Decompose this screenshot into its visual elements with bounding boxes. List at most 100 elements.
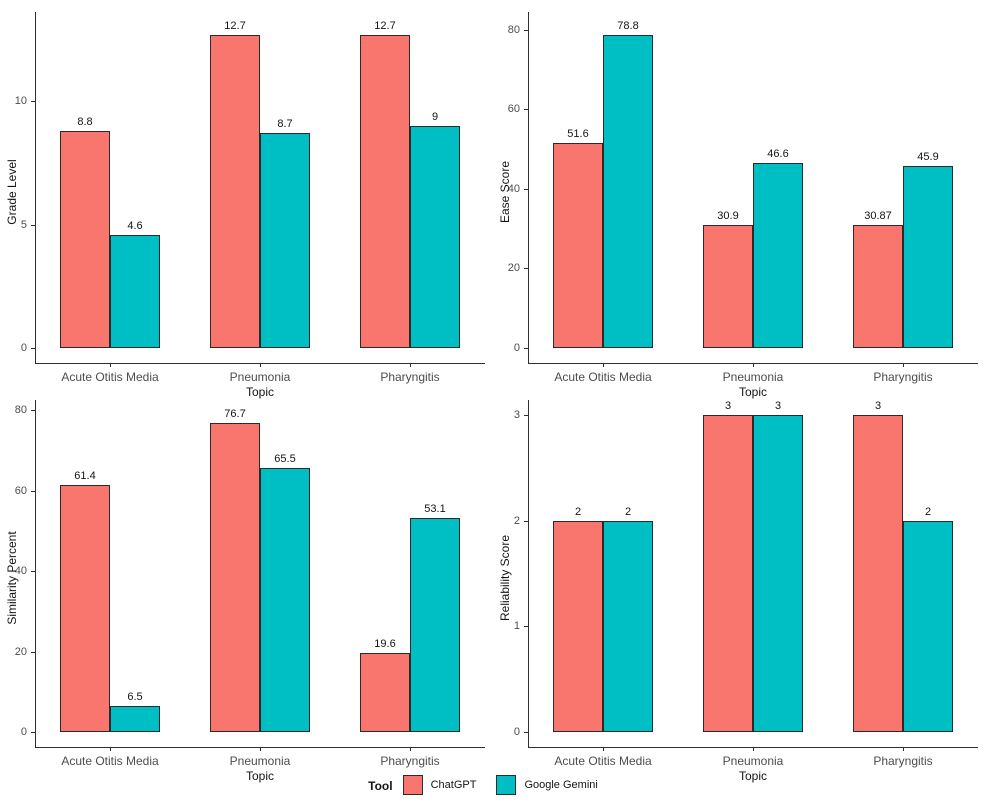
- x-category-label: Pharyngitis: [873, 370, 933, 384]
- bar-google-gemini: [903, 520, 953, 732]
- y-tick-mark: [31, 224, 35, 226]
- panel-grade-level: 0 5 10 Acute Otitis Media 8.8 4.6 Pneumonia 12.…: [0, 0, 493, 399]
- x-category-label: Acute Otitis Media: [554, 754, 652, 768]
- bar-value-label: 2: [924, 505, 932, 518]
- bar-value-label: 30.9: [717, 210, 739, 223]
- legend-item-google-gemini: Google Gemini: [496, 774, 598, 795]
- legend-items: ChatGPT Google Gemini: [402, 774, 618, 798]
- bar-value-label: 8.7: [277, 118, 293, 131]
- y-tick-mark: [31, 490, 35, 492]
- y-tick-mark: [31, 732, 35, 733]
- y-axis-line: [35, 400, 36, 747]
- panel-similarity-percent: 0 20 40 60 80 Acute Otitis Media 61.4 6.5 Pneumo…: [0, 392, 493, 783]
- legend-label: Google Gemini: [524, 778, 598, 791]
- bar-google-gemini: [260, 133, 310, 348]
- bar-google-gemini: [753, 162, 803, 348]
- legend-title: Tool: [368, 779, 393, 793]
- y-tick-label: 3: [513, 409, 520, 422]
- bar-google-gemini: [110, 705, 160, 732]
- bar-chatgpt: [553, 142, 603, 348]
- x-category-label: Pneumonia: [722, 370, 784, 384]
- x-axis-title: Topic: [245, 769, 274, 783]
- y-tick-mark: [524, 29, 528, 31]
- y-tick-label: 2: [513, 514, 520, 527]
- bar-google-gemini: [603, 520, 653, 732]
- x-category-label: Pharyngitis: [380, 370, 440, 384]
- bar-chatgpt: [60, 484, 110, 732]
- x-category-label: Acute Otitis Media: [61, 370, 159, 384]
- bar-chatgpt: [553, 520, 603, 732]
- bar-value-label: 3: [874, 400, 882, 413]
- y-tick-mark: [524, 520, 528, 522]
- bar-value-label: 4.6: [127, 219, 143, 232]
- bar-value-label: 45.9: [917, 150, 939, 163]
- y-tick-mark: [524, 188, 528, 190]
- y-tick-mark: [31, 348, 35, 349]
- bar-chatgpt: [360, 653, 410, 732]
- y-tick-mark: [31, 101, 35, 103]
- y-axis-line: [528, 12, 529, 363]
- bar-chatgpt: [703, 225, 753, 348]
- x-tick-mark: [603, 747, 604, 751]
- x-axis-title: Topic: [738, 385, 767, 399]
- bar-chatgpt: [703, 415, 753, 732]
- bar-value-label: 78.8: [617, 19, 639, 32]
- bar-value-label: 53.1: [424, 503, 446, 516]
- panel-ease-score: 0 20 40 60 80 Acute Otitis Media 51.6 78.8 Pneum…: [493, 0, 986, 399]
- y-tick-label: 60: [507, 103, 520, 116]
- bar-chatgpt: [60, 130, 110, 348]
- bar-google-gemini: [603, 34, 653, 348]
- y-tick-mark: [524, 415, 528, 417]
- x-category-label: Acute Otitis Media: [554, 370, 652, 384]
- bar-google-gemini: [110, 234, 160, 348]
- bar-chatgpt: [360, 34, 410, 348]
- y-tick-label: 20: [14, 645, 27, 658]
- x-category-label: Pneumonia: [229, 754, 291, 768]
- x-tick-mark: [753, 747, 754, 751]
- y-tick-label: 0: [20, 342, 27, 354]
- x-category-label: Pharyngitis: [380, 754, 440, 768]
- bar-value-label: 3: [774, 400, 782, 413]
- x-tick-mark: [260, 747, 261, 751]
- x-category-label: Pneumonia: [722, 754, 784, 768]
- bar-chatgpt: [853, 415, 903, 732]
- y-axis-title: Ease Score: [498, 160, 512, 223]
- legend: Tool ChatGPT Google Gemini: [0, 770, 986, 802]
- y-tick-mark: [524, 626, 528, 628]
- y-axis-title: Reliability Score: [498, 534, 512, 621]
- bar-google-gemini: [410, 518, 460, 732]
- bar-value-label: 6.5: [127, 690, 143, 703]
- bar-chatgpt: [210, 34, 260, 348]
- bar-google-gemini: [753, 415, 803, 732]
- x-category-label: Acute Otitis Media: [61, 754, 159, 768]
- bar-chatgpt: [210, 423, 260, 732]
- y-tick-label: 60: [14, 484, 27, 497]
- y-tick-label: 0: [20, 726, 27, 738]
- bar-value-label: 8.8: [77, 115, 93, 128]
- y-axis-line: [528, 400, 529, 747]
- y-axis-line: [35, 12, 36, 363]
- bar-google-gemini: [410, 126, 460, 348]
- bar-chatgpt: [853, 225, 903, 348]
- y-tick-label: 0: [513, 726, 520, 738]
- y-tick-label: 40: [507, 182, 520, 195]
- bar-value-label: 30.87: [864, 210, 892, 223]
- y-tick-mark: [524, 348, 528, 349]
- y-tick-label: 80: [14, 404, 27, 416]
- x-axis-title: Topic: [738, 769, 767, 783]
- bar-value-label: 46.6: [767, 147, 789, 160]
- x-tick-mark: [903, 363, 904, 367]
- y-tick-label: 0: [513, 342, 520, 354]
- x-tick-mark: [903, 747, 904, 751]
- y-axis-title: Grade Level: [5, 158, 19, 225]
- bar-value-label: 76.7: [224, 408, 246, 421]
- bar-value-label: 3: [724, 400, 732, 413]
- y-tick-mark: [524, 268, 528, 270]
- y-tick-label: 80: [507, 23, 520, 36]
- y-tick-label: 1: [513, 620, 520, 633]
- x-tick-mark: [753, 363, 754, 367]
- y-tick-label: 40: [14, 565, 27, 577]
- y-tick-mark: [524, 732, 528, 733]
- x-tick-mark: [410, 363, 411, 367]
- bar-value-label: 2: [624, 505, 632, 518]
